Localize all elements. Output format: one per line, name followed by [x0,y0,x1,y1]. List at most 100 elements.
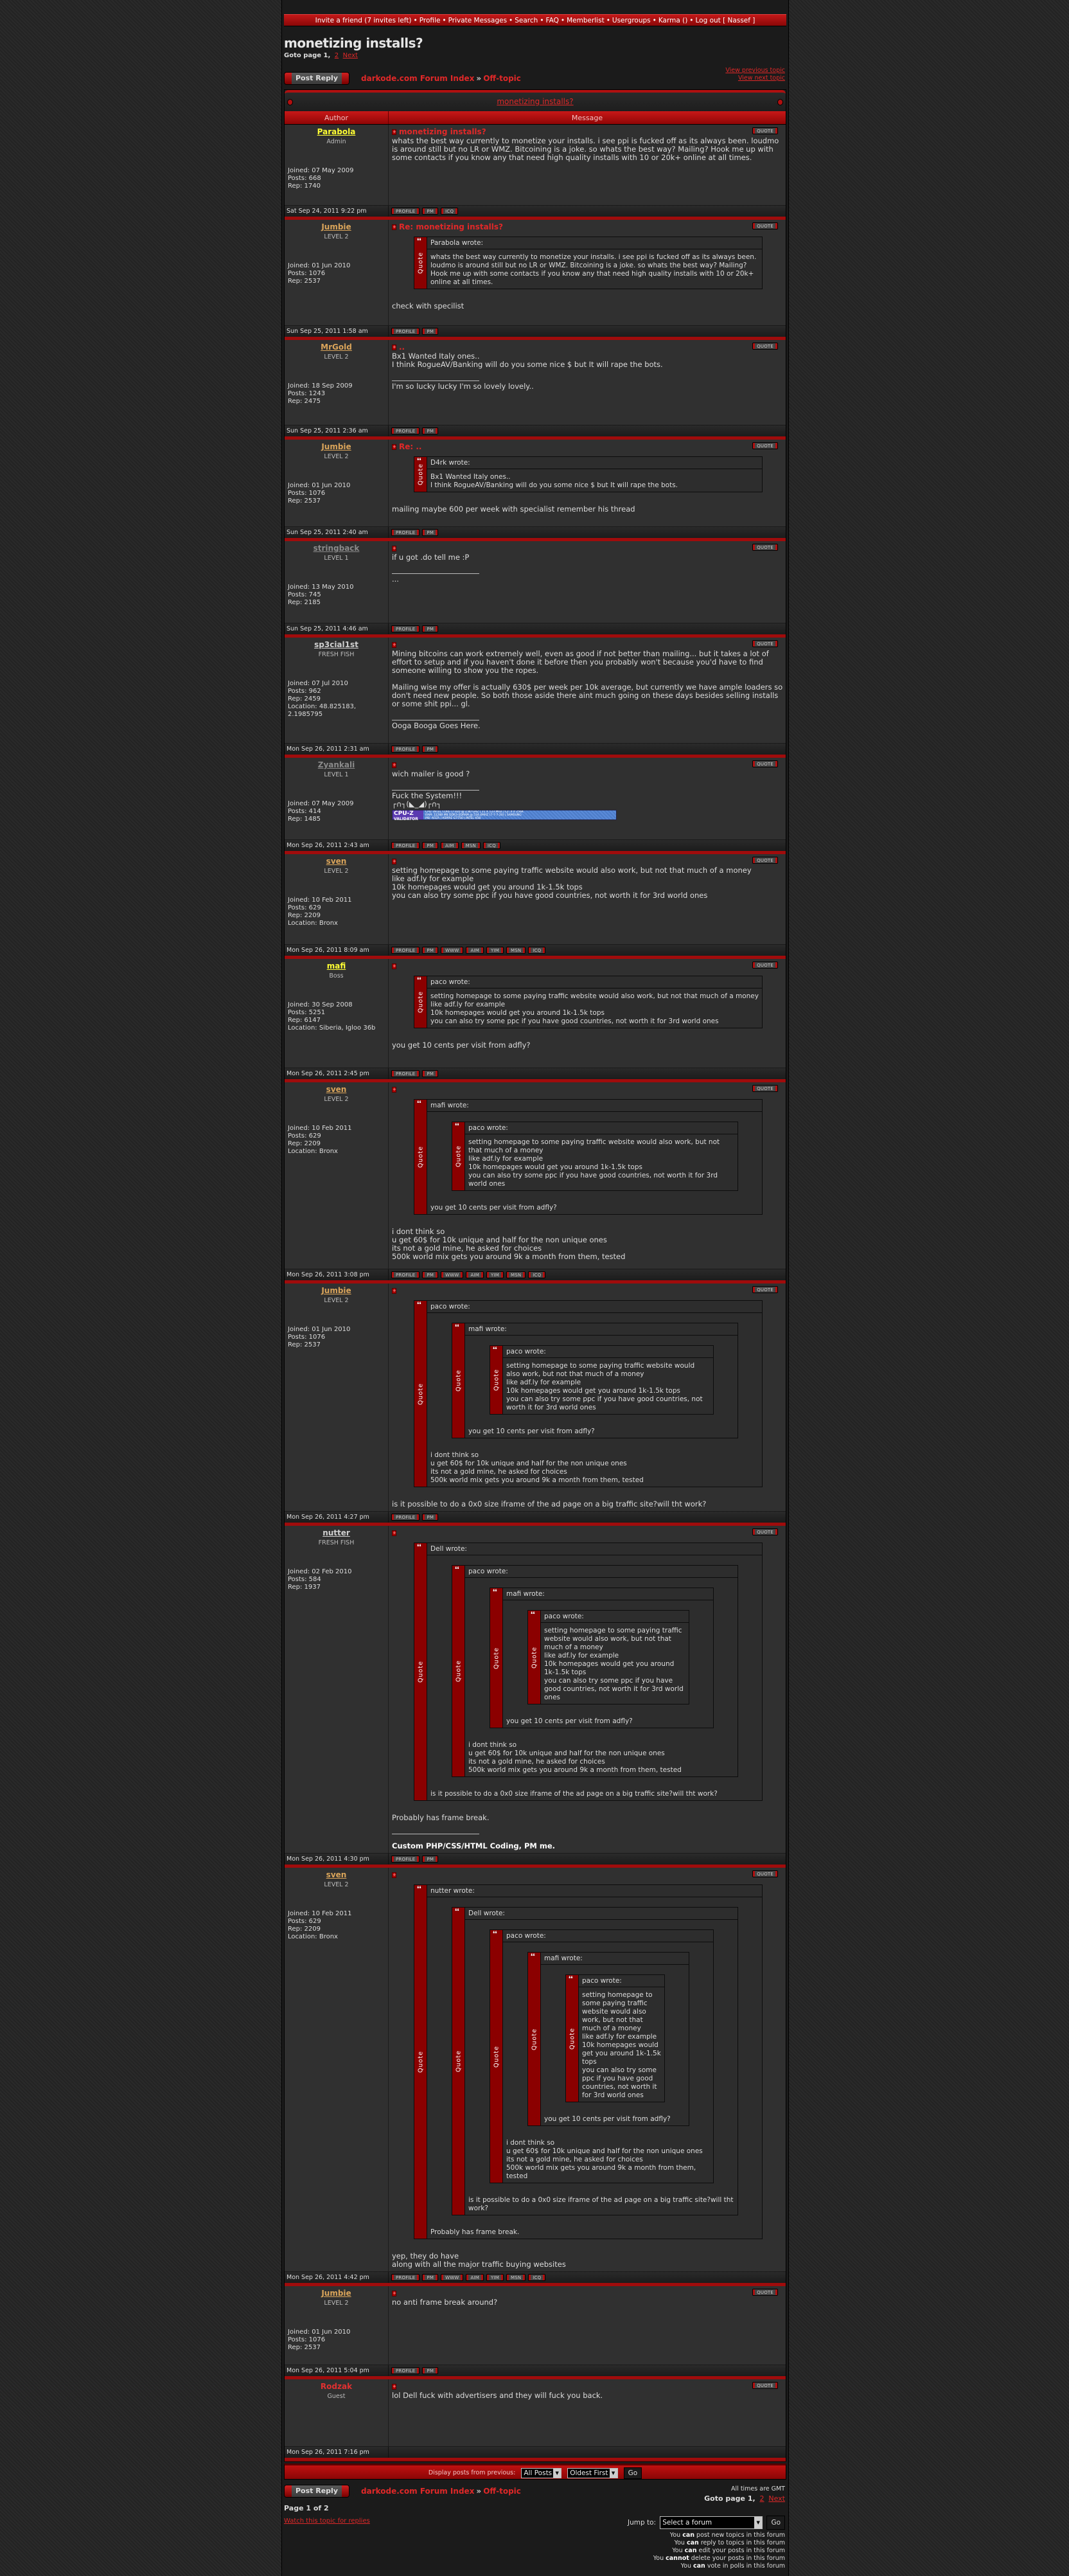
post-icon[interactable]: + [392,1287,396,1294]
pm-button[interactable]: PM [422,746,439,753]
author-name-link[interactable]: mafi [326,962,346,970]
nav-link[interactable]: Profile [419,17,441,24]
pm-button[interactable]: PM [422,1856,439,1863]
author-name-link[interactable]: Rodzak [320,2382,353,2391]
pm-button[interactable]: PM [422,1271,439,1278]
aim-button[interactable]: AIM [466,1271,484,1278]
aim-button[interactable]: AIM [441,842,459,849]
quote-button[interactable]: QUOTE [752,1870,778,1877]
www-button[interactable]: WWW [441,1271,464,1278]
view-next-topic-link[interactable]: View next topic [738,75,785,82]
msn-button[interactable]: MSN [506,1271,526,1278]
display-order-select[interactable]: Oldest First ▼ [567,2467,618,2478]
profile-button[interactable]: PROFILE [391,208,420,215]
yim-button[interactable]: YIM [486,1271,504,1278]
quote-button[interactable]: QUOTE [752,2382,778,2389]
nav-link[interactable]: Invite a friend (7 invites left) [315,17,412,24]
pm-button[interactable]: PM [422,842,439,849]
icq-button[interactable]: ICQ [482,842,500,849]
post-icon[interactable]: + [392,641,396,648]
author-name-link[interactable]: Zyankali [317,760,355,769]
quote-button[interactable]: QUOTE [752,1528,778,1535]
nav-link[interactable]: Log out [ Nassef ] [695,17,755,24]
post-icon[interactable]: + [392,545,396,551]
profile-button[interactable]: PROFILE [391,746,420,753]
breadcrumb-off-topic[interactable]: Off-topic [483,74,521,83]
nav-link[interactable]: Karma () [658,17,688,24]
quote-button[interactable]: QUOTE [752,1286,778,1293]
post-icon[interactable]: + [392,1086,396,1093]
profile-button[interactable]: PROFILE [391,328,420,335]
post-icon[interactable]: + [392,129,396,135]
yim-button[interactable]: YIM [486,947,504,954]
icq-button[interactable]: ICQ [441,208,459,215]
pm-button[interactable]: PM [422,625,439,632]
nav-link[interactable]: Memberlist [567,17,605,24]
breadcrumb-off-topic[interactable]: Off-topic [483,2487,521,2496]
profile-button[interactable]: PROFILE [391,1856,420,1863]
watch-topic-link[interactable]: Watch this topic for replies [284,2518,370,2525]
view-previous-topic-link[interactable]: View previous topic [725,67,785,74]
aim-button[interactable]: AIM [466,2274,484,2281]
author-name-link[interactable]: Jumbie [321,442,351,451]
author-name-link[interactable]: sven [326,857,347,866]
post-icon[interactable]: + [392,762,396,768]
pm-button[interactable]: PM [422,208,439,215]
breadcrumb-forum-index[interactable]: darkode.com Forum Index [361,2487,475,2496]
profile-button[interactable]: PROFILE [391,2367,420,2374]
author-name-link[interactable]: MrGold [321,343,352,352]
post-icon[interactable]: + [392,963,396,969]
pm-button[interactable]: PM [422,2274,439,2281]
pm-button[interactable]: PM [422,2367,439,2374]
jump-go-button[interactable]: Go [766,2516,785,2530]
quote-button[interactable]: QUOTE [752,544,778,551]
post-icon[interactable]: + [392,344,396,350]
icq-button[interactable]: ICQ [528,947,546,954]
author-name-link[interactable]: nutter [322,1528,350,1537]
quote-button[interactable]: QUOTE [752,962,778,969]
profile-button[interactable]: PROFILE [391,842,420,849]
quote-button[interactable]: QUOTE [752,127,778,134]
quote-button[interactable]: QUOTE [752,222,778,229]
post-icon[interactable]: + [392,443,396,450]
author-name-link[interactable]: stringback [313,544,360,553]
icq-button[interactable]: ICQ [528,1271,546,1278]
quote-button[interactable]: QUOTE [752,640,778,647]
profile-button[interactable]: PROFILE [391,1070,420,1077]
quote-button[interactable]: QUOTE [752,442,778,449]
next-page-link[interactable]: Next [342,52,358,59]
jump-to-select[interactable]: Select a forum ▼ [660,2516,763,2529]
nav-link[interactable]: Search [515,17,538,24]
next-page-link[interactable]: Next [768,2494,785,2503]
nav-link[interactable]: Usergroups [612,17,651,24]
topic-title-link[interactable]: monetizing installs? [497,97,574,106]
pm-button[interactable]: PM [422,1514,439,1521]
msn-button[interactable]: MSN [506,947,526,954]
post-icon[interactable]: + [392,858,396,864]
page-2-link[interactable]: 2 [759,2494,764,2503]
author-name-link[interactable]: Parabola [317,127,356,136]
display-range-select[interactable]: All Posts ▼ [521,2467,562,2478]
quote-button[interactable]: QUOTE [752,1085,778,1092]
pm-button[interactable]: PM [422,328,439,335]
quote-button[interactable]: QUOTE [752,2289,778,2296]
msn-button[interactable]: MSN [506,2274,526,2281]
pm-button[interactable]: PM [422,529,439,536]
msn-button[interactable]: MSN [461,842,481,849]
quote-button[interactable]: QUOTE [752,760,778,767]
author-name-link[interactable]: Jumbie [321,2289,351,2298]
pm-button[interactable]: PM [422,1070,439,1077]
profile-button[interactable]: PROFILE [391,427,420,434]
nav-link[interactable]: Private Messages [448,17,508,24]
post-reply-button[interactable]: Post Reply [284,72,349,85]
profile-button[interactable]: PROFILE [391,2274,420,2281]
www-button[interactable]: WWW [441,2274,464,2281]
cpuz-banner-image[interactable]: CPU-Z VALIDATOR CPU: INTEL CORE I7 920 @ 2… [392,810,617,821]
profile-button[interactable]: PROFILE [391,1514,420,1521]
page-2-link[interactable]: 2 [334,52,339,59]
profile-button[interactable]: PROFILE [391,529,420,536]
author-name-link[interactable]: Jumbie [321,222,351,231]
profile-button[interactable]: PROFILE [391,947,420,954]
profile-button[interactable]: PROFILE [391,1271,420,1278]
quote-button[interactable]: QUOTE [752,857,778,864]
